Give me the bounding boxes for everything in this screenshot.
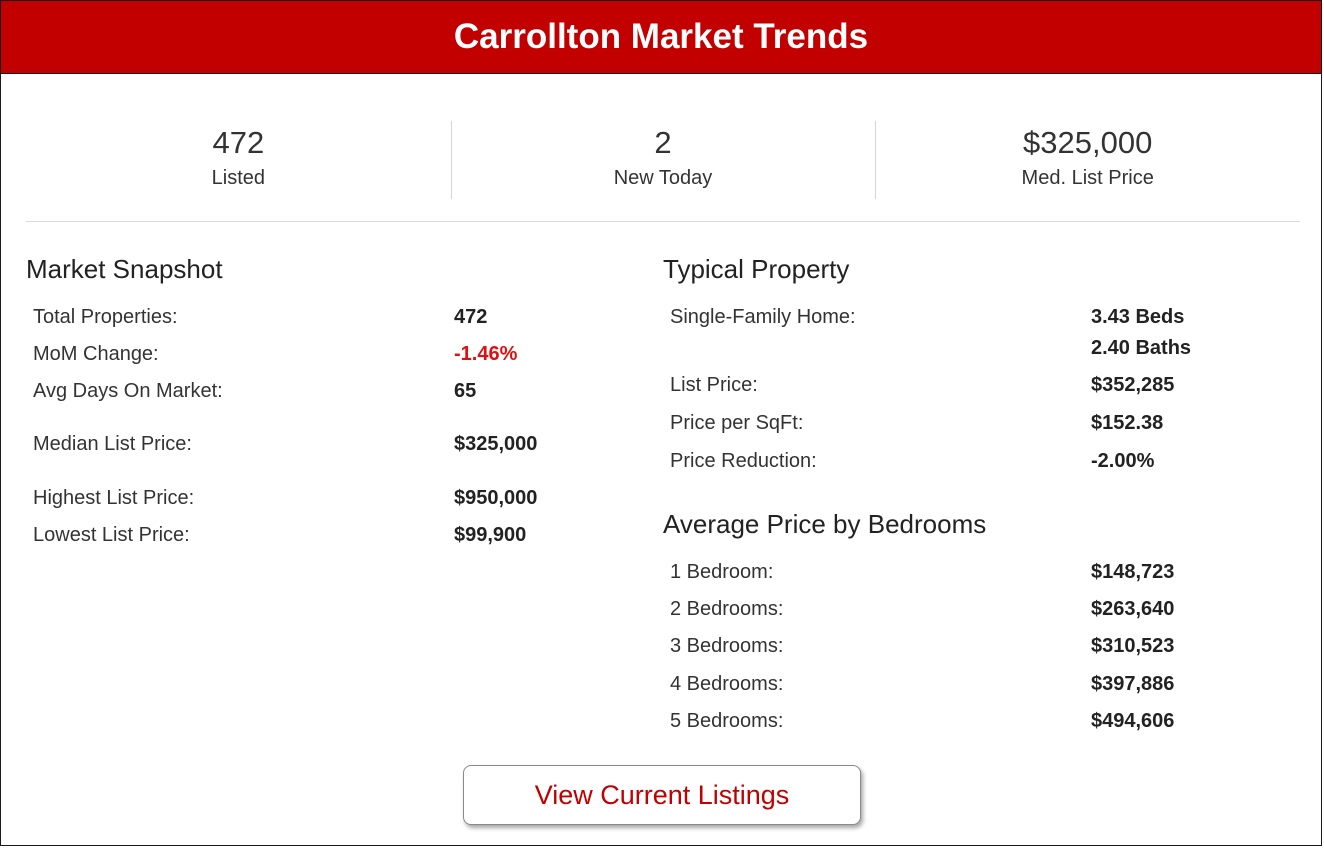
snapshot-label-avg-days: Avg Days On Market: [33,380,223,402]
stat-listed: 472 Listed [26,121,451,199]
typical-value-price-reduction: -2.00% [1091,450,1155,472]
avg-price-by-bedrooms-title: Average Price by Bedrooms [663,509,987,539]
bedrooms-value-3: $310,523 [1091,635,1175,657]
bedrooms-value-5: $494,606 [1091,710,1175,732]
stat-label: Listed [211,167,266,189]
stat-label: New Today [613,167,713,189]
snapshot-value-median-list-price: $325,000 [454,433,538,455]
bedrooms-value-2: $263,640 [1091,598,1175,620]
bedrooms-label-3: 3 Bedrooms: [670,635,784,657]
snapshot-label-lowest-list-price: Lowest List Price: [33,524,190,546]
typical-label-single-family: Single-Family Home: [670,306,856,328]
typical-label-price-reduction: Price Reduction: [670,450,817,472]
view-current-listings-button[interactable]: View Current Listings [463,765,861,825]
bedrooms-label-1: 1 Bedroom: [670,561,774,583]
section-divider [26,221,1300,222]
stat-value: 472 [212,125,265,160]
typical-label-price-per-sqft: Price per SqFt: [670,412,804,434]
stat-value: 2 [654,125,672,160]
stat-median-list-price: $325,000 Med. List Price [875,121,1300,199]
typical-value-beds: 3.43 Beds [1091,306,1185,328]
bedrooms-label-2: 2 Bedrooms: [670,598,784,620]
typical-value-price-per-sqft: $152.38 [1091,412,1164,434]
snapshot-label-mom-change: MoM Change: [33,343,159,365]
typical-property-title: Typical Property [663,254,850,284]
snapshot-value-total-properties: 472 [454,306,488,328]
snapshot-label-highest-list-price: Highest List Price: [33,487,195,509]
stat-value: $325,000 [1023,125,1153,160]
snapshot-value-avg-days: 65 [454,380,477,402]
snapshot-value-highest-list-price: $950,000 [454,487,538,509]
typical-value-baths: 2.40 Baths [1091,337,1192,359]
snapshot-value-mom-change: -1.46% [454,343,518,365]
summary-stats: 472 Listed 2 New Today $325,000 Med. Lis… [26,121,1300,199]
snapshot-label-total-properties: Total Properties: [33,306,178,328]
bedrooms-label-4: 4 Bedrooms: [670,673,784,695]
bedrooms-value-4: $397,886 [1091,673,1175,695]
typical-label-list-price: List Price: [670,374,758,396]
stat-new-today: 2 New Today [450,121,876,199]
market-snapshot-title: Market Snapshot [26,254,223,284]
typical-value-list-price: $352,285 [1091,374,1175,396]
snapshot-value-lowest-list-price: $99,900 [454,524,527,546]
page-title: Carrollton Market Trends [453,17,869,56]
stat-label: Med. List Price [1021,167,1154,189]
header-bar: Carrollton Market Trends [1,1,1321,74]
bedrooms-label-5: 5 Bedrooms: [670,710,784,732]
snapshot-label-median-list-price: Median List Price: [33,433,192,455]
bedrooms-value-1: $148,723 [1091,561,1175,583]
